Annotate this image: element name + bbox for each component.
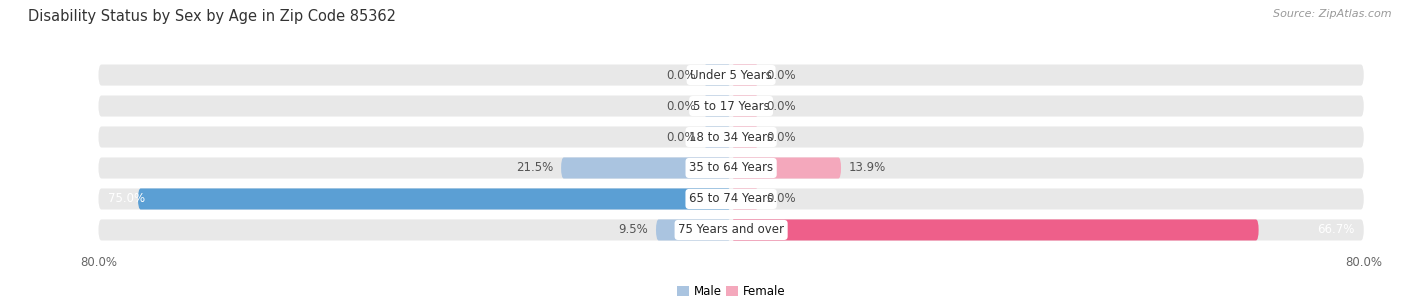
Text: 0.0%: 0.0%: [666, 131, 696, 144]
FancyBboxPatch shape: [561, 157, 731, 178]
Text: 21.5%: 21.5%: [516, 161, 553, 174]
FancyBboxPatch shape: [98, 64, 1364, 86]
FancyBboxPatch shape: [731, 188, 759, 210]
FancyBboxPatch shape: [703, 64, 731, 86]
FancyBboxPatch shape: [98, 219, 1364, 241]
FancyBboxPatch shape: [703, 95, 731, 117]
FancyBboxPatch shape: [657, 219, 731, 241]
Text: 13.9%: 13.9%: [849, 161, 886, 174]
Text: 65 to 74 Years: 65 to 74 Years: [689, 192, 773, 206]
Text: 9.5%: 9.5%: [619, 224, 648, 236]
Text: 0.0%: 0.0%: [766, 99, 796, 113]
Text: 0.0%: 0.0%: [766, 192, 796, 206]
FancyBboxPatch shape: [703, 127, 731, 148]
FancyBboxPatch shape: [731, 64, 759, 86]
FancyBboxPatch shape: [98, 95, 1364, 117]
Text: 0.0%: 0.0%: [666, 69, 696, 81]
Text: Source: ZipAtlas.com: Source: ZipAtlas.com: [1274, 9, 1392, 19]
FancyBboxPatch shape: [731, 219, 1258, 241]
Text: 35 to 64 Years: 35 to 64 Years: [689, 161, 773, 174]
Text: Disability Status by Sex by Age in Zip Code 85362: Disability Status by Sex by Age in Zip C…: [28, 9, 396, 24]
FancyBboxPatch shape: [731, 95, 759, 117]
FancyBboxPatch shape: [98, 157, 1364, 178]
Text: 0.0%: 0.0%: [766, 131, 796, 144]
Text: 75 Years and over: 75 Years and over: [678, 224, 785, 236]
Text: 0.0%: 0.0%: [666, 99, 696, 113]
FancyBboxPatch shape: [731, 157, 841, 178]
Text: Under 5 Years: Under 5 Years: [690, 69, 772, 81]
Text: 0.0%: 0.0%: [766, 69, 796, 81]
Text: 66.7%: 66.7%: [1317, 224, 1354, 236]
FancyBboxPatch shape: [98, 127, 1364, 148]
Text: 18 to 34 Years: 18 to 34 Years: [689, 131, 773, 144]
FancyBboxPatch shape: [98, 188, 1364, 210]
FancyBboxPatch shape: [731, 127, 759, 148]
Text: 75.0%: 75.0%: [108, 192, 145, 206]
Text: 5 to 17 Years: 5 to 17 Years: [693, 99, 769, 113]
Legend: Male, Female: Male, Female: [672, 280, 790, 303]
FancyBboxPatch shape: [138, 188, 731, 210]
